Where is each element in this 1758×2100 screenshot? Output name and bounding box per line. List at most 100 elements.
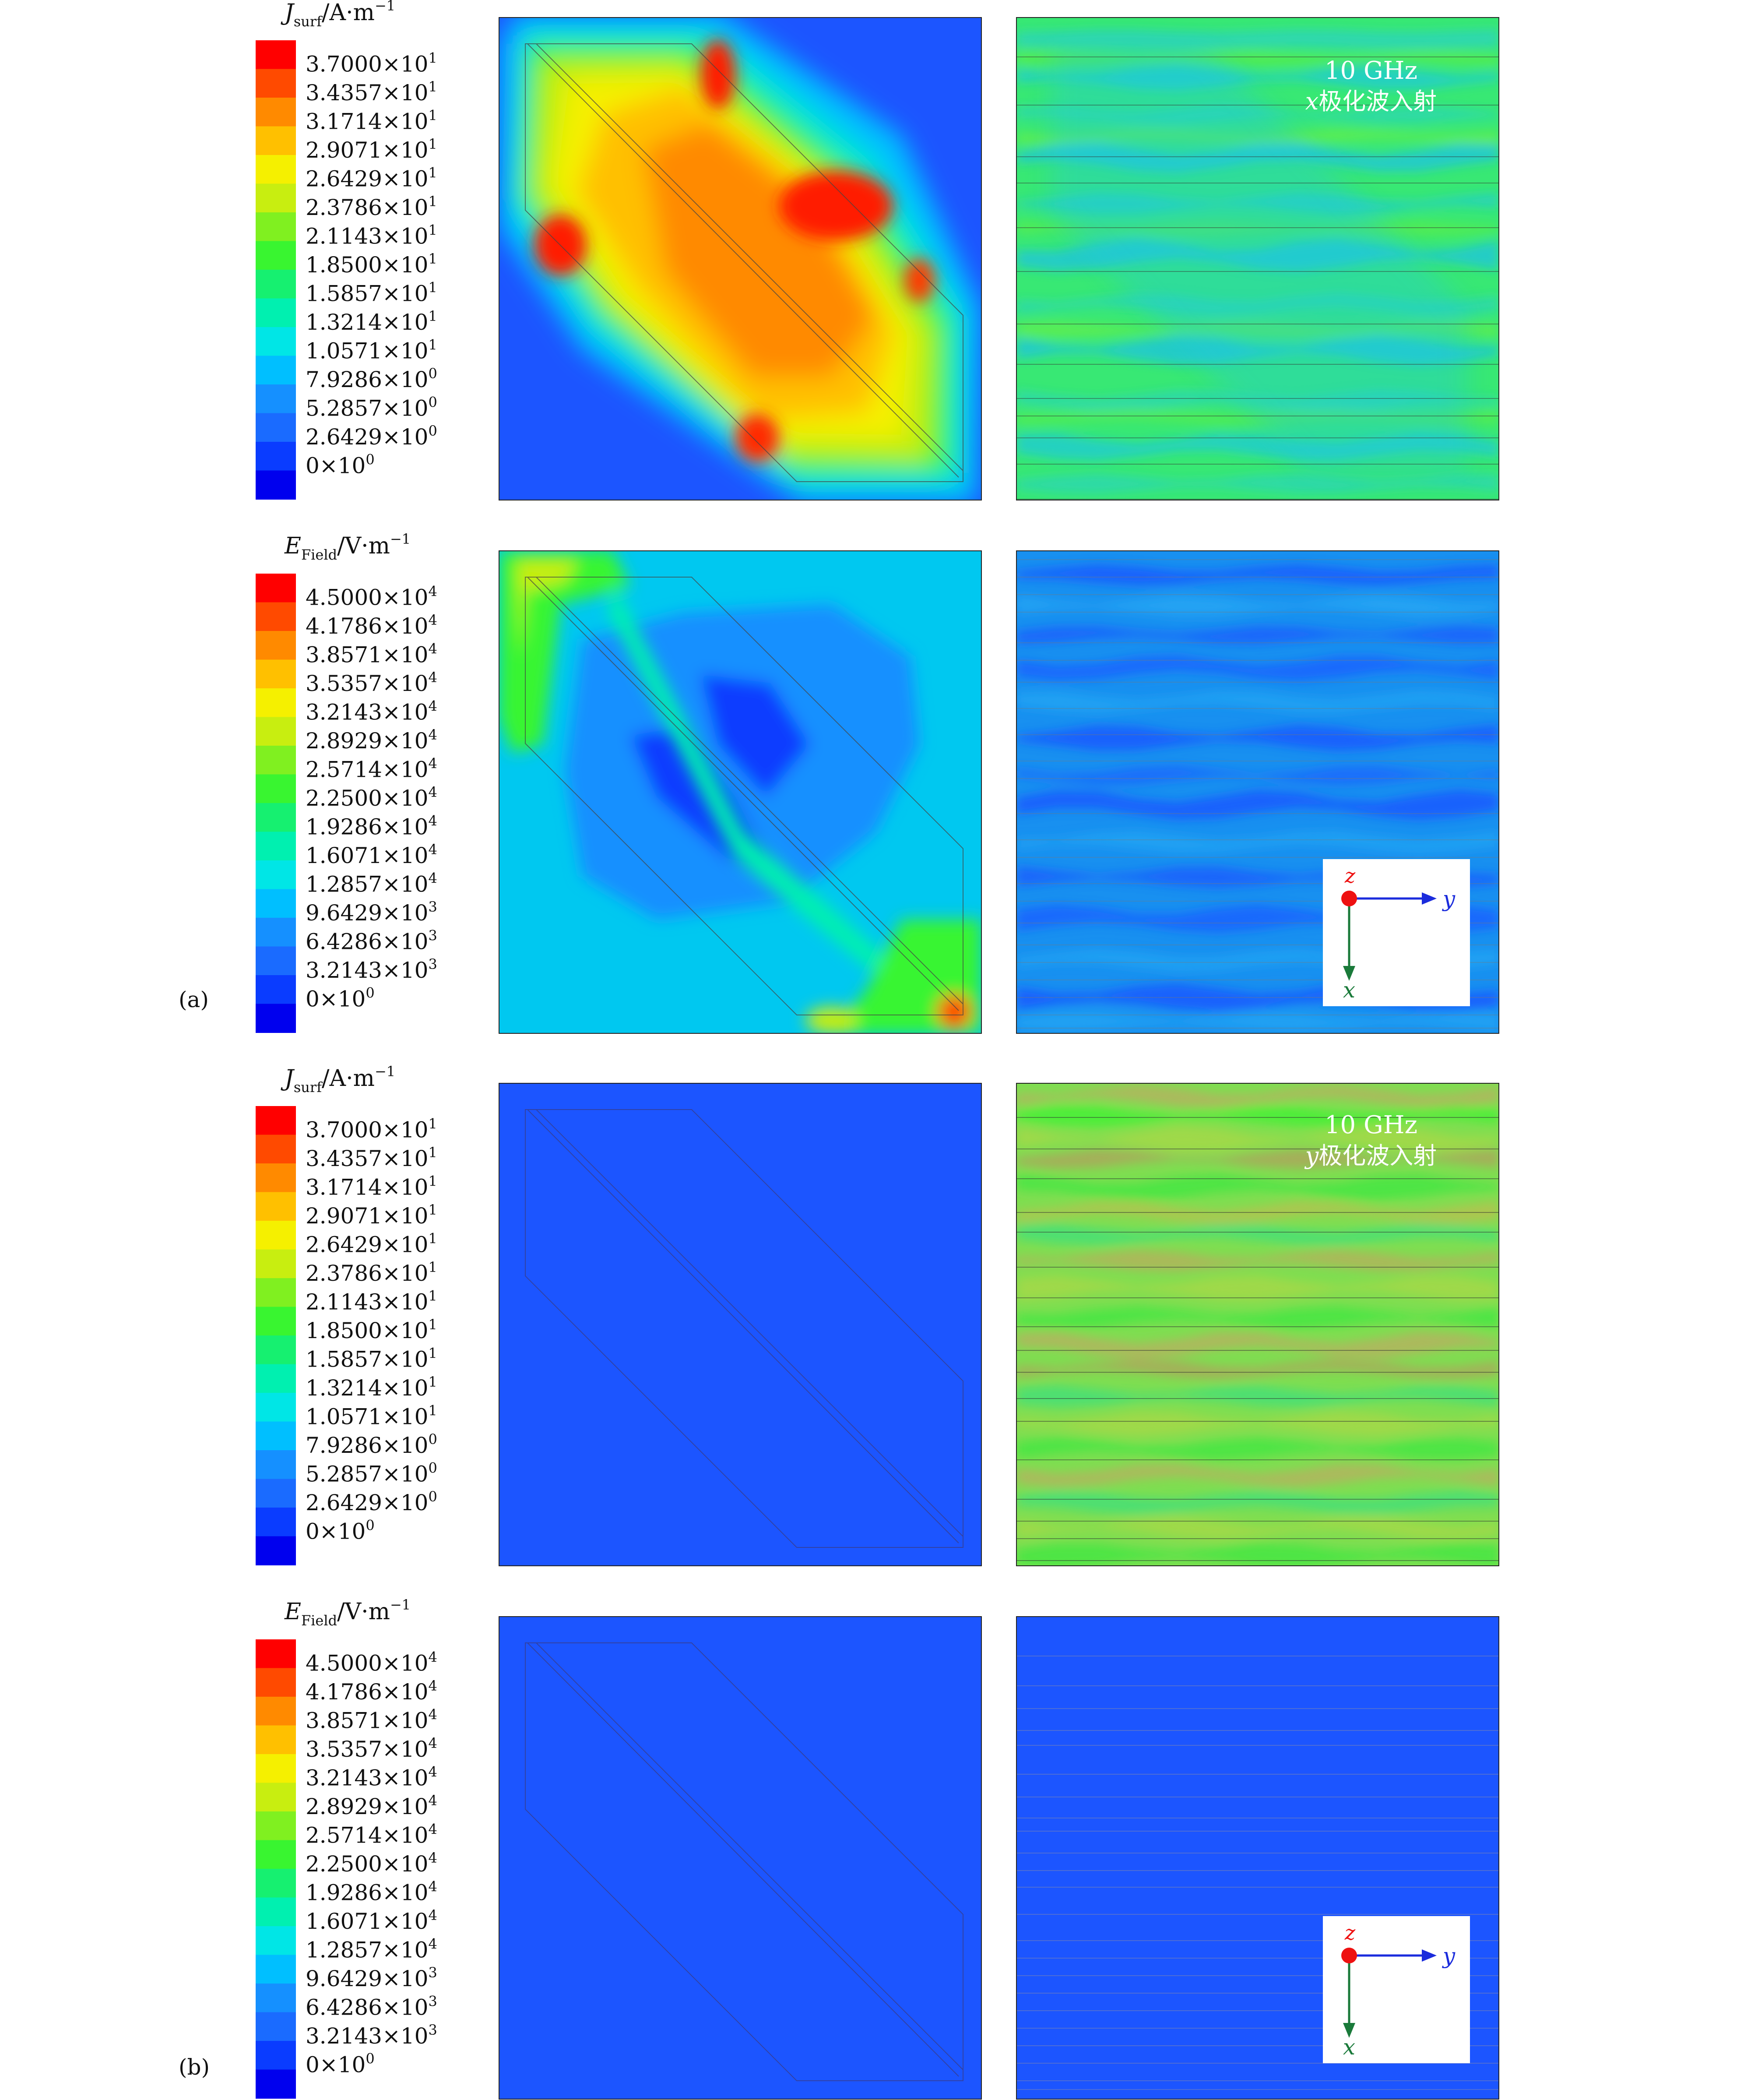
legend-tick-label: 2.2500×104 — [306, 784, 437, 811]
axis-label-z: z — [1344, 864, 1356, 888]
legend-tick-label: 2.6429×100 — [306, 1488, 437, 1515]
legend-tick-label: 9.6429×103 — [306, 898, 437, 926]
legend-tick-label: 6.4286×103 — [306, 927, 437, 955]
legend-swatch — [256, 356, 296, 385]
legend-swatch — [256, 1163, 296, 1193]
legend-tick-label: 4.5000×104 — [306, 583, 437, 610]
legend-swatch — [256, 975, 296, 1004]
legend-swatch — [256, 602, 296, 631]
legend-swatch — [256, 774, 296, 803]
legend-swatch — [256, 1335, 296, 1365]
legend-swatch — [256, 298, 296, 328]
legend-swatch — [256, 1869, 296, 1898]
legend-tick-label: 3.5357×104 — [306, 1735, 437, 1762]
legend-tick-label: 1.8500×101 — [306, 1316, 437, 1343]
legend-tick-label: 1.5857×101 — [306, 1345, 437, 1372]
legend-tick-label: 2.1143×101 — [306, 1288, 437, 1315]
legend-tick-label: 1.0571×101 — [306, 1402, 437, 1430]
legend-swatch — [256, 746, 296, 775]
legend-swatch — [256, 212, 296, 242]
legend-swatch — [256, 803, 296, 832]
legend-tick-label: 1.0571×101 — [306, 337, 437, 364]
axis-indicator-a: z y x — [1323, 859, 1470, 1006]
legend-tick-label: 2.5714×104 — [306, 1821, 437, 1848]
legend-swatch — [256, 183, 296, 213]
legend-tick-label: 1.5857×101 — [306, 279, 437, 307]
legend-swatch — [256, 413, 296, 442]
legend-swatch — [256, 384, 296, 414]
jsurf-map-b-left — [499, 1083, 981, 1566]
pol-label-b: y极化波入射 — [1304, 1142, 1437, 1170]
legend-tick-label: 2.9071×101 — [306, 136, 437, 163]
legend-tick-label: 5.2857×100 — [306, 1460, 437, 1487]
legend-swatch — [256, 946, 296, 976]
legend-tick-label: 3.4357×101 — [306, 78, 437, 106]
legend-swatch — [256, 1840, 296, 1869]
pol-label-a: x极化波入射 — [1305, 88, 1437, 115]
legend-tick-label: 3.5357×104 — [306, 669, 437, 696]
legend-swatch — [256, 832, 296, 861]
legend-tick-label: 2.9071×101 — [306, 1202, 437, 1229]
legend-tick-label: 3.2143×104 — [306, 698, 437, 725]
legend-tick-label: 2.6429×101 — [306, 165, 437, 192]
legend-tick-label: 1.2857×104 — [306, 1936, 437, 1963]
legend-tick-label: 1.2857×104 — [306, 870, 437, 897]
legend-tick-label: 2.3786×101 — [306, 193, 437, 220]
jsurf-map-a-right — [1016, 18, 1499, 500]
legend-title: Jsurf/A·m−1 — [281, 1063, 395, 1096]
legend-swatch — [256, 1135, 296, 1164]
legend-swatch — [256, 1984, 296, 2013]
legend-swatch — [256, 717, 296, 746]
axis-label-x-b: x — [1343, 2034, 1355, 2060]
legend-swatch — [256, 2069, 296, 2099]
legend-swatch — [256, 1221, 296, 1250]
legend-tick-label: 2.5714×104 — [306, 755, 437, 782]
legend-swatch — [256, 1421, 296, 1451]
legend-tick-label: 2.8929×104 — [306, 1792, 437, 1819]
legend-tick-label: 3.4357×101 — [306, 1144, 437, 1171]
axis-label-x: x — [1343, 977, 1355, 1003]
legend-swatch — [256, 1450, 296, 1480]
legend-swatch — [256, 1364, 296, 1393]
legend-tick-label: 3.2143×103 — [306, 2022, 437, 2049]
legend-efield-b: EField/V·m−1 4.5000×1044.1786×1043.8571×1… — [256, 1596, 437, 2099]
legend-swatch — [256, 126, 296, 155]
panel-label-b: (b) — [179, 2054, 210, 2080]
legend-tick-label: 4.5000×104 — [306, 1649, 437, 1676]
legend-tick-label: 1.8500×101 — [306, 250, 437, 278]
legend-tick-label: 3.1714×101 — [306, 1173, 437, 1200]
legend-swatch — [256, 1479, 296, 1508]
legend-tick-label: 5.2857×100 — [306, 394, 437, 421]
freq-label-b: 10 GHz — [1325, 1111, 1417, 1139]
axis-label-z-b: z — [1344, 1921, 1356, 1945]
legend-swatch — [256, 241, 296, 270]
legend-jsurf-a: Jsurf/A·m−1 3.7000×1013.4357×1013.1714×10… — [256, 0, 437, 500]
legend-tick-label: 1.3214×101 — [306, 308, 437, 335]
legend-tick-label: 0×100 — [306, 451, 375, 479]
legend-swatch — [256, 631, 296, 660]
legend-swatch — [256, 889, 296, 918]
legend-swatch — [256, 574, 296, 603]
legend-tick-label: 1.6071×104 — [306, 1907, 437, 1934]
jsurf-map-a-left — [499, 18, 981, 500]
efield-map-b-left — [499, 1617, 981, 2099]
legend-swatch — [256, 98, 296, 127]
legend-title: EField/V·m−1 — [284, 1596, 411, 1629]
legend-tick-label: 4.1786×104 — [306, 612, 437, 639]
legend-swatch — [256, 1955, 296, 1984]
legend-swatch — [256, 1783, 296, 1812]
legend-swatch — [256, 1725, 296, 1755]
legend-swatch — [256, 1106, 296, 1135]
legend-jsurf-b: Jsurf/A·m−1 3.7000×1013.4357×1013.1714×10… — [256, 1063, 437, 1565]
legend-tick-label: 0×100 — [306, 1517, 375, 1544]
legend-swatch — [256, 1668, 296, 1697]
legend-swatch — [256, 327, 296, 356]
legend-tick-label: 6.4286×103 — [306, 1993, 437, 2020]
jsurf-map-b-right — [1016, 1083, 1499, 1566]
legend-tick-label: 2.1143×101 — [306, 222, 437, 249]
legend-swatch — [256, 860, 296, 890]
legend-swatch — [256, 1926, 296, 1956]
legend-swatch — [256, 442, 296, 471]
legend-tick-label: 1.9286×104 — [306, 1878, 437, 1906]
